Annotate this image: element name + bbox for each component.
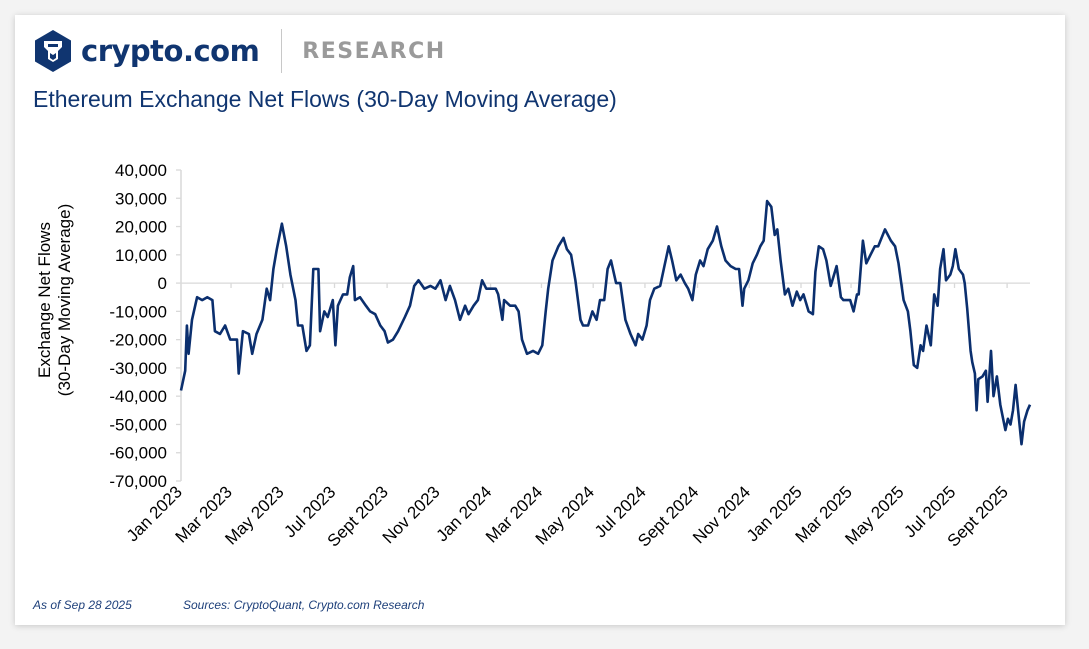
y-tick-label: -70,000 bbox=[109, 472, 167, 491]
y-tick-label: -60,000 bbox=[109, 444, 167, 463]
x-tick-label: Nov 2024 bbox=[689, 482, 754, 547]
sources-note: Sources: CryptoQuant, Crypto.com Researc… bbox=[183, 598, 425, 612]
y-axis-title: Exchange Net Flows (30-Day Moving Averag… bbox=[35, 204, 74, 396]
y-tick-label: -10,000 bbox=[109, 302, 167, 321]
y-axis-title-line-2: (30-Day Moving Average) bbox=[55, 204, 74, 396]
brand-name: crypto.com bbox=[81, 34, 260, 68]
y-tick-label: -30,000 bbox=[109, 359, 167, 378]
y-tick-label: 30,000 bbox=[115, 189, 167, 208]
logo: crypto.com RESEARCH bbox=[33, 29, 446, 73]
y-tick-label: -50,000 bbox=[109, 415, 167, 434]
y-tick-label: 20,000 bbox=[115, 218, 167, 237]
header-divider bbox=[281, 29, 283, 73]
y-tick-label: 10,000 bbox=[115, 246, 167, 265]
chart-card bbox=[15, 15, 1065, 625]
y-axis-title-line-1: Exchange Net Flows bbox=[35, 222, 54, 378]
as-of-date: As of Sep 28 2025 bbox=[33, 598, 132, 612]
y-tick-label: -20,000 bbox=[109, 331, 167, 350]
chart-title: Ethereum Exchange Net Flows (30-Day Movi… bbox=[33, 86, 617, 112]
x-tick-label: Nov 2023 bbox=[379, 482, 444, 547]
y-tick-label: -40,000 bbox=[109, 387, 167, 406]
crypto-com-lion-icon bbox=[35, 30, 71, 72]
y-tick-label: 40,000 bbox=[115, 161, 167, 180]
net-flows-line bbox=[179, 199, 1032, 446]
section-label: RESEARCH bbox=[302, 38, 446, 64]
y-tick-label: 0 bbox=[158, 274, 167, 293]
